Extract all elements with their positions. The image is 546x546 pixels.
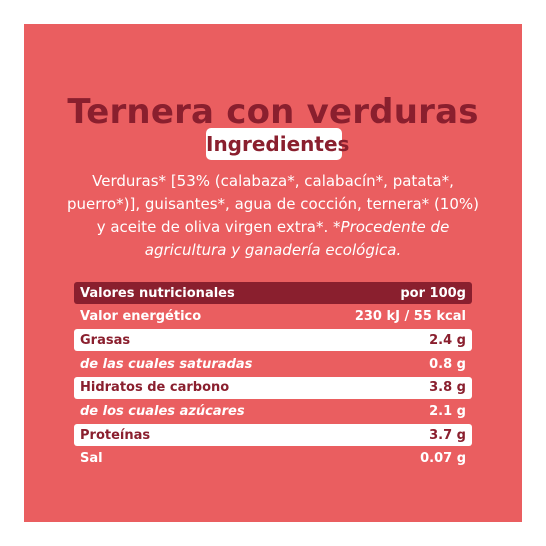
nutrition-row-energy: Valor energético 230 kJ / 55 kcal [74,306,472,328]
product-title: Ternera con verduras [67,92,479,132]
nutrition-row-sugars: de los cuales azúcares 2.1 g [74,400,472,422]
nutrition-row-fat: Grasas 2.4 g [74,329,472,352]
nutrition-value: 0.8 g [429,356,466,372]
nutrition-label: de las cuales saturadas [80,356,253,372]
nutrition-label: Sal [80,451,103,467]
nutrition-header-row: Valores nutricionales por 100g [74,282,472,304]
nutrition-header-value: por 100g [400,285,466,301]
ingredients-text-block: Verduras* [53% (calabaza*, calabacín*, p… [64,170,482,262]
nutrition-value: 3.7 g [429,427,466,443]
nutrition-row-saturated: de las cuales saturadas 0.8 g [74,353,472,375]
nutrition-label: de los cuales azúcares [80,403,245,419]
organic-note: *Procedente de agricultura y ganadería e… [144,218,450,259]
ingredients-list: Verduras* [53% (calabaza*, calabacín*, p… [66,172,479,236]
nutrition-value: 0.07 g [420,451,466,467]
nutrition-value: 2.4 g [429,332,466,348]
nutrition-row-salt: Sal 0.07 g [74,448,472,470]
nutrition-row-carbs: Hidratos de carbono 3.8 g [74,376,472,399]
nutrition-value: 230 kJ / 55 kcal [354,309,466,325]
nutrition-header-label: Valores nutricionales [80,285,235,301]
ingredients-heading: Ingredientes [206,128,349,160]
nutrition-value: 3.8 g [429,380,466,396]
product-label-card: Ternera con verduras Ingredientes Verdur… [24,24,522,522]
nutrition-label: Hidratos de carbono [80,380,230,396]
nutrition-label: Grasas [80,332,131,348]
nutrition-table: Valores nutricionales por 100g Valor ene… [74,282,472,472]
nutrition-label: Proteínas [80,427,151,443]
nutrition-row-protein: Proteínas 3.7 g [74,424,472,447]
nutrition-label: Valor energético [80,309,202,325]
nutrition-value: 2.1 g [429,403,466,419]
